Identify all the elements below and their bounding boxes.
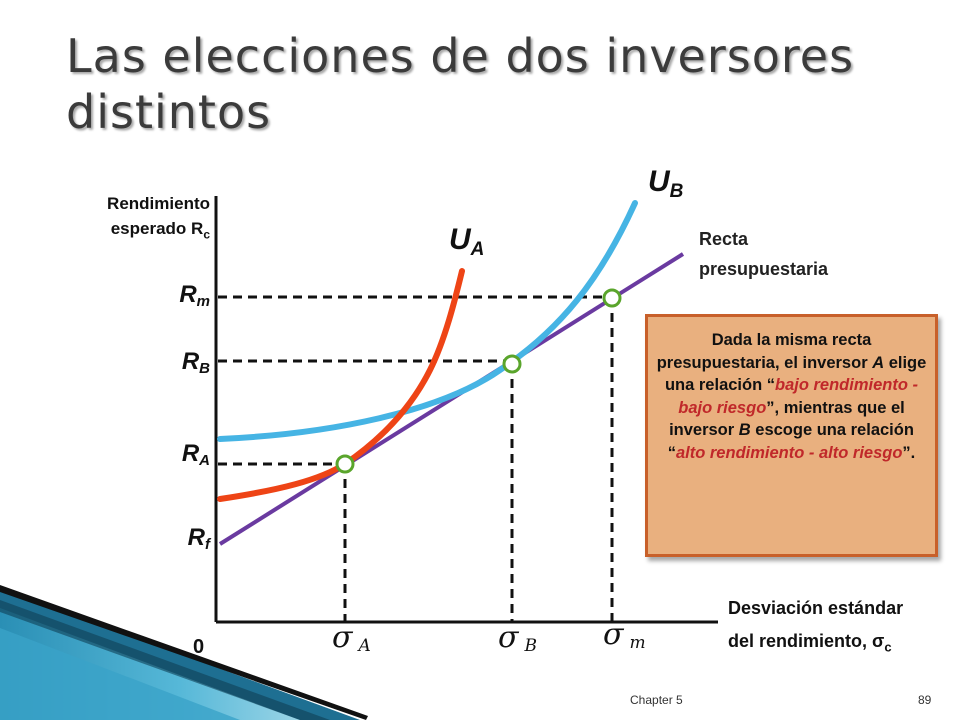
choice-point-b xyxy=(502,354,522,374)
x-axis-label-line2: del rendimiento, σc xyxy=(728,625,958,664)
note-emphasis-high: alto rendimiento - alto riesgo xyxy=(675,443,903,462)
footer-chapter: Chapter 5 xyxy=(630,693,683,707)
tick-ra: RA xyxy=(160,440,210,469)
tick-ra-main: R xyxy=(181,440,200,467)
budget-line-label: Recta presupuestaria xyxy=(699,224,899,284)
indifference-curve-ua xyxy=(217,268,465,502)
choice-point-m xyxy=(602,288,622,308)
tick-rf: Rf xyxy=(160,524,210,553)
origin-label: 0 xyxy=(193,636,205,658)
note-text-3: ”, mientras que el inversor xyxy=(669,398,905,440)
x-axis-label-line1: Desviación estándar xyxy=(728,598,904,618)
note-text-2: elige una relación “ xyxy=(664,353,927,395)
curve-label-ua: UA xyxy=(449,223,484,261)
note-investor-b: B xyxy=(738,421,751,439)
note-text-1: Dada la misma recta presupuestaria, el i… xyxy=(656,331,873,372)
explanation-note-box: Dada la misma recta presupuestaria, el i… xyxy=(645,314,938,557)
note-text-5: ”. xyxy=(902,443,916,462)
tick-rb: RB xyxy=(160,348,210,377)
tick-rm: Rm xyxy=(160,281,210,310)
x-axis-label: Desviación estándar del rendimiento, σc xyxy=(728,592,958,664)
budget-line-label-line1: Recta xyxy=(699,229,749,249)
tick-rm-sub: m xyxy=(196,293,210,310)
tick-sigma-a-main: σ xyxy=(332,620,353,655)
note-text-4: escoge una relación “ xyxy=(667,421,914,462)
curve-label-ua-main: U xyxy=(449,223,471,256)
y-axis-label: Rendimiento esperado Rc xyxy=(40,191,210,247)
tick-sigma-b-main: σ xyxy=(498,620,519,655)
tick-rf-sub: f xyxy=(205,536,210,553)
y-axis-label-sub: c xyxy=(203,227,210,242)
tick-rm-main: R xyxy=(179,281,197,308)
curve-label-ub-sub: B xyxy=(669,181,684,202)
slide-title: Las elecciones de dos inversores distint… xyxy=(66,29,855,139)
x-axis-label-text: del rendimiento, σ xyxy=(728,631,885,651)
y-axis-label-line1: Rendimiento xyxy=(107,194,210,213)
tick-sigma-b-sub: B xyxy=(524,636,537,656)
y-axis-label-line2: esperado Rc xyxy=(40,216,210,247)
tick-sigma-m-sub: m xyxy=(629,633,646,653)
x-axis-label-sub: c xyxy=(884,639,892,655)
choice-point-a xyxy=(335,454,355,474)
note-investor-a: A xyxy=(872,353,885,372)
curve-label-ub: UB xyxy=(648,165,683,203)
note-emphasis-low: bajo rendimiento - bajo riesgo xyxy=(678,376,919,417)
tick-rf-main: R xyxy=(187,524,205,551)
indifference-curve-ub xyxy=(217,200,638,442)
footer-page-number: 89 xyxy=(918,693,932,707)
tick-sigma-m-main: σ xyxy=(603,617,624,652)
curve-label-ub-main: U xyxy=(648,165,670,198)
budget-line-label-line2: presupuestaria xyxy=(699,259,829,279)
tick-sigma-a-sub: A xyxy=(358,636,371,656)
tick-rb-main: R xyxy=(181,348,200,375)
tick-ra-sub: A xyxy=(199,452,210,469)
y-axis-label-text: esperado R xyxy=(110,219,204,238)
curve-label-ua-sub: A xyxy=(470,239,485,260)
tick-rb-sub: B xyxy=(199,360,210,377)
